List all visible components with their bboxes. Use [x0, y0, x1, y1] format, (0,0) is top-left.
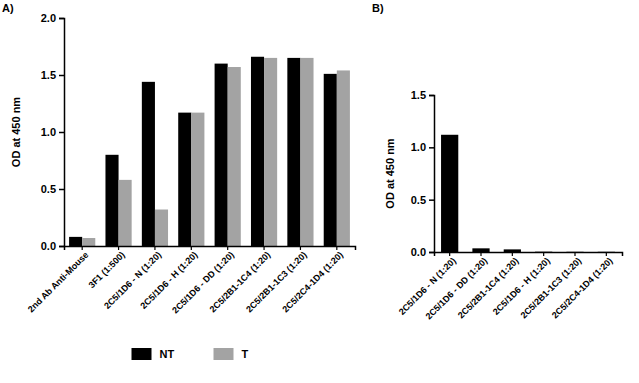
bar	[69, 237, 82, 246]
tick-label: 2C5/2C4-1D4 (1:20)	[550, 256, 615, 321]
tick-label: 1.5	[411, 89, 426, 101]
bar	[472, 248, 489, 252]
legend-swatch	[132, 348, 152, 360]
bar	[228, 67, 241, 246]
axis-line	[65, 247, 356, 251]
tick-label: 1.0	[41, 126, 56, 138]
tick-label: 0.5	[41, 183, 56, 195]
bar	[324, 74, 337, 246]
bars	[441, 135, 615, 252]
tick: 0.0	[411, 246, 434, 258]
legend-swatch	[214, 348, 234, 360]
y-axis-title: OD at 450 nm	[384, 138, 396, 209]
tick-label: 2C5/2B1-1C3 (1:20)	[244, 250, 309, 315]
bar	[155, 210, 168, 246]
tick: 2C5/2B1-1C3 (1:20)	[519, 252, 584, 320]
tick-mark	[429, 95, 434, 97]
tick: 2C5/1D6 - DD (1:20)	[423, 252, 489, 322]
tick: 3F1 (1:500)	[87, 246, 127, 290]
bar	[191, 113, 204, 246]
tick: 1.5	[411, 89, 434, 101]
bar	[119, 180, 132, 246]
bar	[337, 70, 350, 246]
bar	[504, 249, 521, 252]
y-axis: 0.0 0.5 1.0 1.5	[411, 89, 435, 258]
tick: 2C5/2B1-1C4 (1:20)	[208, 246, 273, 314]
tick: 1.0	[41, 126, 64, 138]
tick-mark	[59, 75, 64, 77]
panel: 0.0 0.5 1.0 1.5 2.0 2nd Ab Anti-Mouse3F1 (1:5…	[2, 2, 356, 360]
tick: 2C5/2B1-1C4 (1:20)	[456, 252, 521, 320]
tick: 0.0	[41, 240, 64, 252]
tick-mark	[59, 18, 64, 20]
tick-label: 1.5	[41, 69, 56, 81]
tick-mark	[59, 189, 64, 191]
tick-label: 0.0	[411, 246, 426, 258]
tick: 1.5	[41, 69, 64, 81]
tick-label: 0.5	[411, 194, 426, 206]
bars	[69, 57, 350, 246]
axis-line	[435, 253, 623, 257]
tick-label: 2C5/2C4-1D4 (1:20)	[280, 250, 345, 315]
tick: 2C5/2B1-1C3 (1:20)	[244, 246, 309, 314]
tick-label: 2.0	[41, 12, 56, 24]
bar	[105, 155, 118, 246]
tick-label: 1.0	[411, 141, 426, 153]
bar	[82, 238, 95, 246]
legend-label: NT	[160, 348, 175, 360]
tick-mark	[59, 246, 64, 248]
bar	[215, 64, 228, 246]
tick-mark	[429, 199, 434, 201]
tick-label: 2C5/1D6 - H (1:20)	[491, 256, 552, 317]
tick: 2.0	[41, 12, 64, 24]
tick: 2C5/1D6 - DD (1:20)	[170, 246, 236, 316]
tick: 1.0	[411, 141, 434, 153]
tick: 2C5/1D6 - N (1:20)	[397, 252, 458, 317]
bar	[264, 58, 277, 246]
panel-label: B)	[372, 2, 384, 14]
bar	[251, 57, 264, 246]
tick-label: 2C5/2B1-1C4 (1:20)	[208, 250, 273, 315]
panel: 0.00.51.01.52C5/1D6 - N (1:20)2C5/1D6 - …	[372, 2, 623, 322]
panel-label: A)	[2, 2, 14, 14]
tick-label: 2C5/2B1-1C4 (1:20)	[456, 256, 521, 321]
tick-label: 2C5/2B1-1C3 (1:20)	[519, 256, 584, 321]
tick: 2C5/1D6 - H (1:20)	[491, 252, 552, 317]
legend: NT T	[132, 348, 249, 360]
tick-mark	[429, 252, 434, 254]
tick: 2C5/2C4-1D4 (1:20)	[550, 252, 615, 320]
tick-label: 0.0	[41, 240, 56, 252]
axis-line	[429, 96, 435, 253]
tick: 2nd Ab Anti-Mouse	[26, 246, 91, 314]
bar	[441, 135, 458, 252]
tick: 0.5	[41, 183, 64, 195]
legend-label: T	[242, 348, 249, 360]
tick-label: 2C5/1D6 - N (1:20)	[397, 256, 458, 317]
bar	[287, 58, 300, 246]
bar	[178, 113, 191, 246]
bar	[300, 58, 313, 246]
y-axis: 0.0 0.5 1.0 1.5 2.0	[41, 12, 65, 252]
tick-label: 2nd Ab Anti-Mouse	[26, 250, 91, 315]
tick-label: 2C5/1D6 - DD (1:20)	[170, 250, 236, 316]
tick: 0.5	[411, 194, 434, 206]
figure: 0.0 0.5 1.0 1.5 2.0 2nd Ab Anti-Mouse3F1 (1:5…	[0, 0, 639, 383]
tick-mark	[429, 147, 434, 149]
x-axis: 2C5/1D6 - N (1:20)2C5/1D6 - DD (1:20)2C5…	[397, 252, 623, 322]
x-axis: 2nd Ab Anti-Mouse3F1 (1:500)2C5/1D6 - N …	[26, 246, 356, 316]
tick-mark	[59, 132, 64, 134]
bar	[142, 82, 155, 246]
tick: 2C5/2C4-1D4 (1:20)	[280, 246, 345, 314]
y-axis-title: OD at 450 nm	[10, 97, 22, 168]
axis-line	[59, 19, 65, 247]
